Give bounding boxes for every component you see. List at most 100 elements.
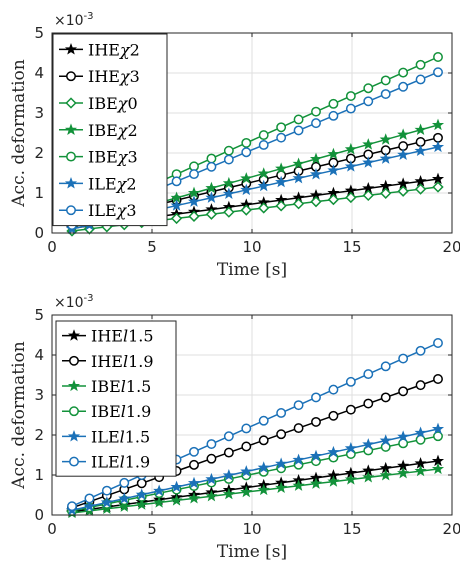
data-point bbox=[257, 461, 270, 473]
data-point bbox=[258, 435, 269, 446]
data-point bbox=[327, 147, 340, 160]
data-point bbox=[345, 103, 356, 114]
y-tick-label: 4 bbox=[34, 64, 44, 82]
data-point bbox=[363, 369, 374, 380]
legend-label-part: 2 bbox=[130, 40, 140, 59]
legend-marker bbox=[67, 430, 81, 442]
legend-label-part: l bbox=[121, 402, 126, 421]
data-point bbox=[205, 472, 218, 485]
data-point bbox=[397, 148, 410, 160]
legend-label-part: l bbox=[120, 453, 125, 472]
y-exponent-label: ×10-3 bbox=[54, 11, 94, 29]
data-point bbox=[206, 439, 217, 449]
data-point bbox=[292, 171, 305, 184]
legend-label-part: l bbox=[121, 377, 126, 396]
series-line bbox=[71, 428, 439, 511]
data-point bbox=[135, 488, 148, 500]
data-point bbox=[309, 449, 323, 462]
data-point bbox=[258, 130, 269, 141]
data-point bbox=[309, 152, 323, 165]
data-point bbox=[67, 501, 77, 512]
x-tick-label: 20 bbox=[442, 238, 460, 256]
data-point bbox=[380, 89, 391, 99]
data-point bbox=[171, 176, 182, 187]
data-point bbox=[206, 161, 217, 172]
data-point bbox=[362, 438, 375, 450]
data-point bbox=[187, 195, 201, 207]
data-point bbox=[415, 434, 426, 445]
data-point bbox=[240, 465, 253, 477]
data-point bbox=[223, 431, 234, 442]
data-point bbox=[293, 125, 304, 136]
data-point bbox=[170, 494, 183, 506]
x-tick-label: 20 bbox=[442, 520, 460, 538]
data-point bbox=[292, 479, 305, 491]
data-point bbox=[153, 496, 166, 508]
data-point bbox=[310, 196, 322, 208]
legend-label-part: IHE bbox=[88, 67, 120, 86]
y-tick-label: 0 bbox=[34, 506, 44, 524]
data-point bbox=[241, 441, 252, 452]
legend-marker bbox=[64, 123, 78, 135]
data-point bbox=[257, 179, 270, 192]
data-point bbox=[363, 398, 374, 409]
legend-label: ILEχ3 bbox=[88, 201, 137, 220]
data-point bbox=[431, 422, 445, 435]
legend-marker bbox=[66, 205, 76, 216]
legend-marker bbox=[66, 71, 76, 82]
data-point bbox=[327, 193, 340, 206]
y-axis-label: Acc. deformation bbox=[9, 59, 29, 207]
data-point bbox=[397, 185, 409, 197]
data-point bbox=[118, 500, 131, 512]
y-tick-label: 1 bbox=[34, 184, 44, 202]
legend-label-part: IBE bbox=[91, 402, 121, 421]
y-tick-label: 0 bbox=[34, 224, 44, 242]
data-point bbox=[189, 169, 199, 180]
x-tick-label: 10 bbox=[242, 520, 261, 538]
data-point bbox=[276, 407, 287, 418]
y-exponent-label: ×10-3 bbox=[54, 293, 94, 311]
legend-label-part: χ bbox=[117, 148, 129, 167]
data-point bbox=[222, 469, 235, 481]
legend-label-part: 1.5 bbox=[128, 327, 153, 346]
data-point bbox=[415, 380, 426, 391]
legend-label: ILEl1.5 bbox=[91, 427, 150, 446]
data-point bbox=[414, 464, 427, 477]
series-line bbox=[71, 342, 439, 507]
data-point bbox=[328, 98, 339, 109]
data-point bbox=[414, 183, 427, 195]
data-point bbox=[328, 384, 339, 395]
data-point bbox=[241, 147, 252, 158]
legend-label: ILEχ2 bbox=[88, 174, 137, 193]
data-point bbox=[380, 75, 391, 86]
legend-label: IBEl1.5 bbox=[91, 377, 151, 396]
legend-marker bbox=[66, 151, 76, 162]
legend-label-part: ILE bbox=[88, 174, 117, 193]
legend-label: IBEχ2 bbox=[88, 121, 138, 140]
data-point bbox=[223, 447, 234, 458]
data-point bbox=[311, 106, 321, 117]
data-point bbox=[362, 189, 374, 202]
data-point bbox=[415, 59, 426, 70]
data-point bbox=[327, 475, 340, 487]
series-line bbox=[71, 435, 439, 512]
legend-label-part: 3 bbox=[126, 201, 136, 220]
data-point bbox=[362, 156, 375, 168]
data-point bbox=[379, 133, 392, 145]
data-point bbox=[414, 144, 427, 157]
legend-label: IBEl1.9 bbox=[91, 402, 151, 421]
data-point bbox=[311, 118, 321, 129]
data-point bbox=[83, 499, 96, 512]
data-point bbox=[100, 496, 113, 508]
legend-label: IHEl1.9 bbox=[91, 352, 154, 371]
data-point bbox=[327, 445, 340, 458]
bottom-chart: 0 5 10 15 20 0 1 2 3 4 5 ×10-3 Time [s] Acc. deformat… bbox=[9, 293, 460, 562]
data-point bbox=[311, 392, 321, 403]
data-point bbox=[170, 199, 183, 211]
data-point bbox=[398, 353, 409, 364]
x-tick-label: 5 bbox=[147, 238, 157, 256]
data-point bbox=[362, 138, 375, 150]
data-point bbox=[223, 206, 235, 218]
data-point bbox=[328, 410, 339, 421]
data-point bbox=[293, 400, 304, 411]
